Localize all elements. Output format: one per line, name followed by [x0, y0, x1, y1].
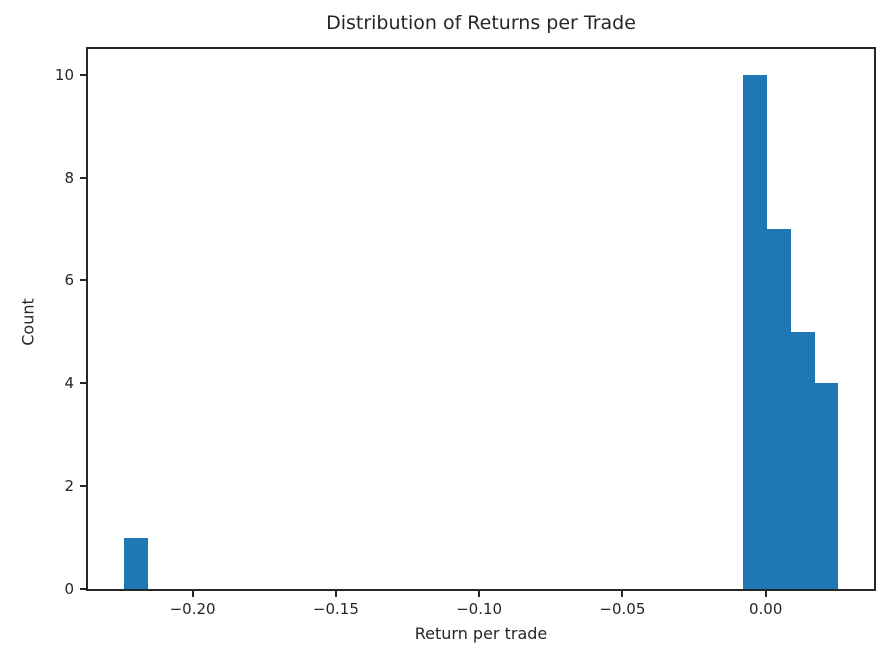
histogram-bar [743, 74, 767, 589]
y-tick-label: 6 [64, 271, 74, 290]
y-axis-label: Count [18, 298, 38, 346]
x-tick-label: 0.00 [748, 600, 783, 618]
x-tick-label: −0.15 [312, 600, 359, 618]
y-tick [80, 73, 86, 76]
y-tick-label: 10 [54, 65, 74, 84]
y-tick [80, 588, 86, 590]
x-tick-label: −0.20 [169, 600, 216, 618]
y-tick-label: 8 [64, 168, 74, 187]
y-tick [80, 176, 86, 179]
x-tick-label: −0.10 [456, 600, 503, 618]
y-tick [80, 279, 86, 282]
chart-title: Distribution of Returns per Trade [326, 12, 636, 34]
y-tick [80, 485, 86, 488]
x-tick [191, 591, 194, 597]
histogram-bar [790, 331, 815, 589]
histogram-bar [814, 383, 839, 589]
x-axis-label: Return per trade [414, 624, 548, 643]
plot-area [86, 47, 876, 591]
histogram-bar [123, 537, 148, 589]
x-tick [621, 591, 624, 597]
x-tick [764, 591, 767, 597]
y-tick-label: 2 [64, 477, 74, 496]
x-tick [334, 591, 337, 597]
x-tick [478, 591, 481, 597]
y-tick [80, 382, 86, 385]
y-tick-label: 4 [64, 374, 74, 393]
x-tick-label: −0.05 [599, 600, 646, 618]
histogram-bar [767, 229, 791, 589]
y-tick-label: 0 [64, 580, 74, 598]
